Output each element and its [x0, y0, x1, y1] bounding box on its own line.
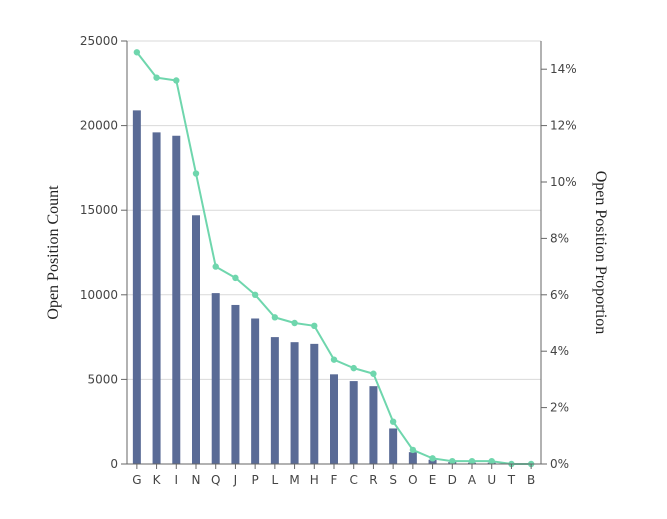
- bar: [231, 304, 240, 464]
- bar: [290, 342, 299, 464]
- bar: [270, 337, 279, 464]
- bar: [310, 343, 319, 464]
- line-series: [133, 49, 535, 468]
- y2-tick-label: 6%: [550, 288, 569, 302]
- y-tick-label: 25000: [80, 34, 118, 48]
- line-point: [409, 446, 417, 454]
- x-tick-label: P: [252, 473, 259, 487]
- line-point: [468, 457, 476, 465]
- x-tick-label: H: [310, 473, 319, 487]
- x-tick-label: A: [468, 473, 477, 487]
- x-tick-label: M: [289, 473, 299, 487]
- x-tick-label: I: [175, 473, 179, 487]
- y2-tick-label: 0%: [550, 457, 569, 471]
- line-point: [330, 356, 338, 363]
- y2-tick-label: 10%: [550, 175, 577, 189]
- x-tick-label: D: [448, 473, 457, 487]
- x-tick-label: C: [350, 473, 358, 487]
- line-point: [370, 370, 377, 377]
- bar: [211, 293, 220, 464]
- y2-tick-label: 4%: [550, 344, 569, 358]
- bar: [251, 318, 260, 464]
- y-tick-label: 15000: [80, 203, 118, 217]
- bar: [172, 135, 181, 464]
- line-point: [389, 418, 397, 425]
- line-point: [192, 170, 200, 177]
- x-tick-label: T: [507, 473, 516, 487]
- x-tick-label: J: [233, 473, 238, 487]
- bar: [132, 110, 141, 464]
- x-tick-label: S: [389, 473, 397, 487]
- y-tick-label: 10000: [80, 288, 118, 302]
- x-tick-label: O: [408, 473, 417, 487]
- x-tick-label: L: [272, 473, 279, 487]
- line-point: [133, 49, 141, 56]
- line-point: [212, 263, 219, 270]
- line-point: [291, 319, 298, 327]
- line-point: [173, 77, 180, 84]
- y2-tick-label: 14%: [550, 62, 577, 76]
- line-point: [488, 457, 495, 465]
- y2-tick-label: 2%: [550, 401, 569, 415]
- y2-tick-label: 12%: [550, 119, 577, 133]
- x-tick-label: G: [132, 473, 141, 487]
- y2-tick-label: 8%: [550, 231, 569, 245]
- axes: 0 5000 10000 15000 20000 25000 0% 2% 4% 6% 8% 10% 12…: [80, 34, 577, 487]
- bar: [408, 452, 417, 464]
- line-point: [251, 291, 259, 298]
- line-point: [429, 455, 436, 462]
- bar: [369, 386, 378, 464]
- line-point: [271, 314, 279, 321]
- bar: [330, 374, 338, 464]
- y-tick-label: 0: [110, 457, 118, 471]
- line-point: [350, 364, 357, 372]
- y-tick-label: 5000: [87, 372, 118, 386]
- y2-axis-title: Open Position Proportion: [592, 171, 609, 335]
- x-tick-label: R: [369, 473, 377, 487]
- bar-series: [132, 110, 536, 465]
- x-tick-label: E: [429, 473, 437, 487]
- x-tick-label: K: [153, 473, 162, 487]
- line-point: [153, 74, 160, 81]
- bar: [389, 428, 398, 464]
- x-tick-label: U: [487, 473, 496, 487]
- x-tick-label: F: [331, 473, 338, 487]
- x-tick-label: B: [527, 473, 535, 487]
- bar: [349, 381, 358, 464]
- y-tick-label: 20000: [80, 119, 118, 133]
- bar: [152, 132, 161, 465]
- x-tick-label: Q: [211, 473, 220, 487]
- bar: [192, 215, 200, 464]
- line-point: [449, 457, 456, 465]
- y-axis-title: Open Position Count: [45, 185, 62, 320]
- line-point: [232, 274, 239, 282]
- line-point: [311, 322, 318, 330]
- x-tick-label: N: [192, 473, 201, 487]
- bar: [428, 459, 437, 464]
